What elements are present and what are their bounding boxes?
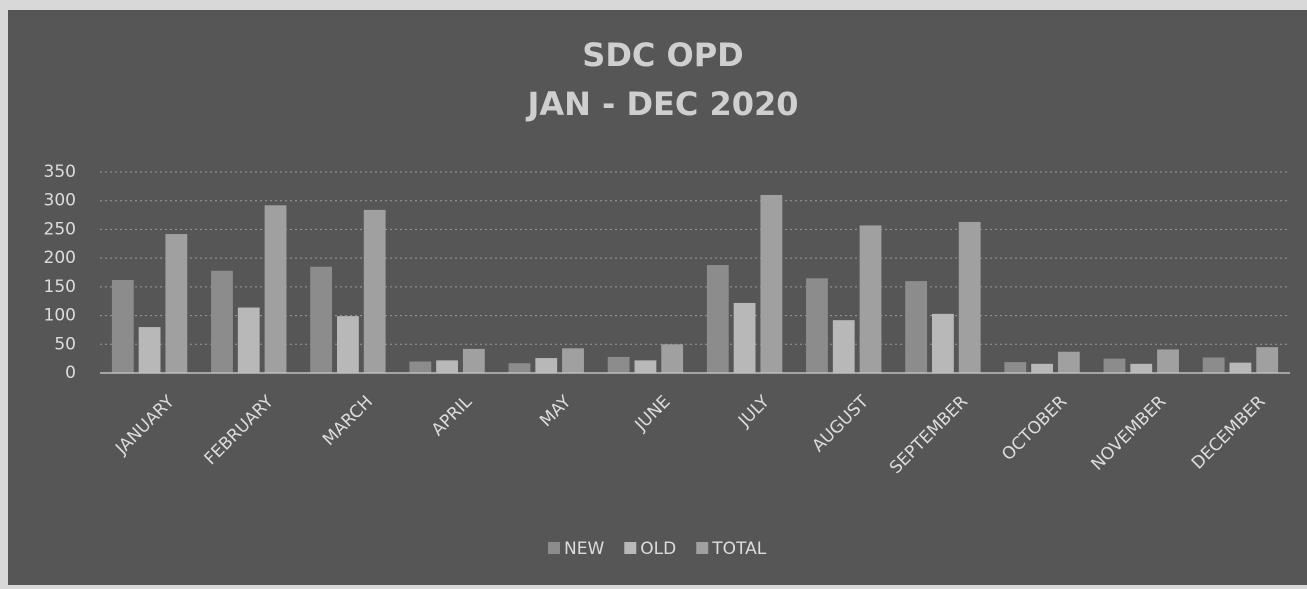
legend-label: TOTAL — [711, 539, 766, 559]
y-tick-label: 0 — [65, 363, 76, 383]
bar — [760, 194, 783, 373]
bar — [859, 225, 882, 373]
bar — [211, 270, 233, 373]
bar — [508, 363, 531, 373]
bar — [661, 344, 684, 373]
bar — [337, 316, 359, 373]
bar — [1103, 358, 1126, 373]
bar — [462, 348, 485, 373]
y-tick-label: 50 — [54, 334, 76, 354]
bar — [1229, 362, 1252, 373]
bar — [832, 320, 855, 373]
bar — [237, 307, 260, 373]
bar — [1256, 347, 1279, 373]
bar — [535, 358, 558, 373]
y-tick-label: 250 — [44, 219, 76, 239]
y-tick-label: 200 — [44, 248, 76, 268]
bar — [310, 266, 333, 373]
y-tick-label: 350 — [44, 162, 76, 182]
bar — [733, 302, 756, 373]
legend-swatch — [696, 542, 709, 554]
legend-label: OLD — [640, 539, 676, 559]
bar — [706, 265, 729, 373]
y-tick-label: 100 — [44, 306, 76, 326]
bar — [409, 361, 432, 373]
chart-title: SDC OPD — [582, 36, 743, 74]
chart-subtitle: JAN - DEC 2020 — [525, 85, 798, 123]
legend-label: NEW — [564, 539, 604, 559]
bar — [1130, 363, 1153, 373]
bar — [1031, 363, 1053, 373]
bar — [138, 327, 161, 373]
bar — [562, 348, 584, 373]
bar — [1157, 349, 1179, 373]
bar — [111, 279, 134, 373]
y-tick-label: 300 — [44, 191, 76, 211]
bar — [634, 360, 657, 373]
bar — [1202, 357, 1225, 373]
bar — [958, 221, 981, 373]
bar — [1057, 351, 1080, 373]
bar — [363, 209, 386, 373]
bar — [806, 278, 828, 373]
bar — [264, 205, 287, 373]
y-tick-label: 150 — [44, 277, 76, 297]
bar — [1004, 362, 1027, 373]
legend-swatch — [624, 542, 637, 554]
bar — [436, 360, 458, 373]
bar — [607, 356, 630, 373]
bar — [165, 234, 188, 373]
legend-swatch — [548, 542, 560, 554]
bar — [932, 313, 954, 373]
bar — [905, 281, 928, 373]
